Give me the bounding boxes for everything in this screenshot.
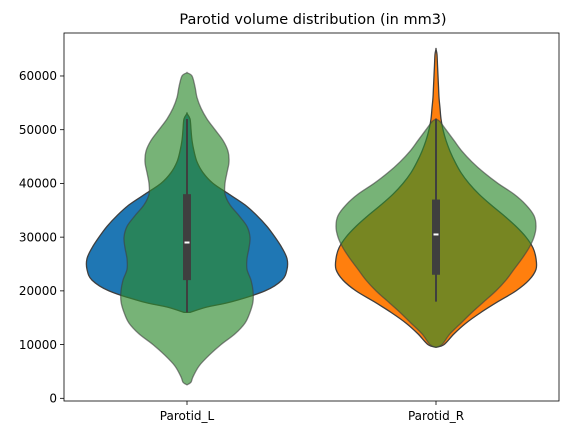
y-tick-label: 0	[49, 392, 57, 406]
x-axis: Parotid_L Parotid_R	[160, 401, 464, 423]
box-stats-group	[183, 118, 440, 313]
y-tick-label: 20000	[19, 284, 57, 298]
y-tick-label: 60000	[19, 69, 57, 83]
y-tick-label: 40000	[19, 177, 57, 191]
violins-group	[85, 47, 538, 386]
y-tick-label: 10000	[19, 338, 57, 352]
y-tick-label: 50000	[19, 123, 57, 137]
iqr-box-parotid-r	[432, 199, 440, 275]
y-axis: 0 10000 20000 30000 40000 50000 60000	[19, 69, 64, 406]
y-tick-label: 30000	[19, 230, 57, 244]
x-tick-label: Parotid_R	[408, 409, 464, 423]
x-tick-label: Parotid_L	[160, 409, 215, 423]
iqr-box-parotid-l	[183, 194, 191, 281]
plot-frame	[63, 32, 560, 402]
chart-title: Parotid volume distribution (in mm3)	[179, 12, 446, 28]
